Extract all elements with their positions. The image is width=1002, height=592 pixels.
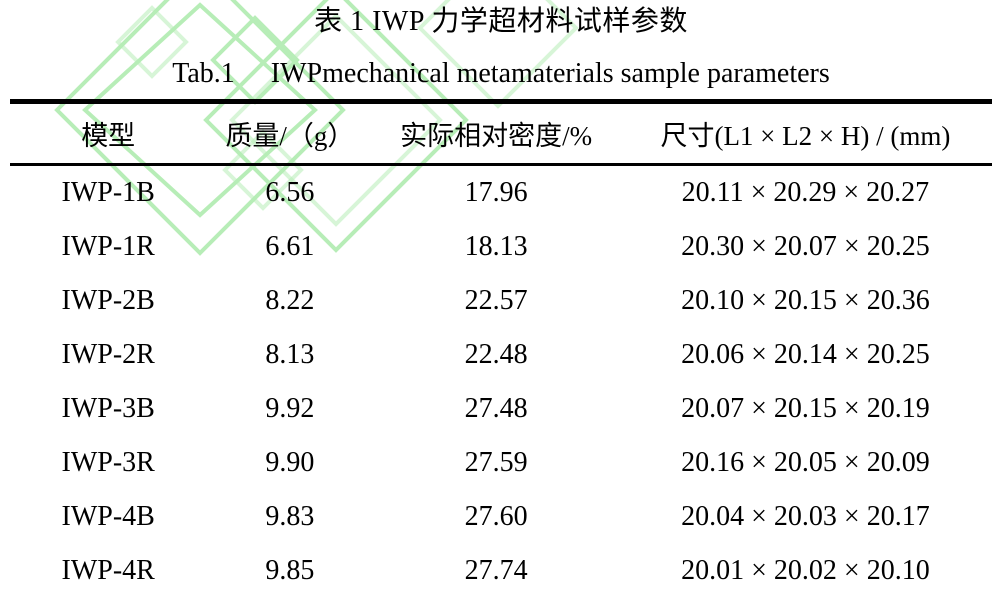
table-row: IWP-3R 9.90 27.59 20.16 × 20.05 × 20.09 <box>10 436 992 490</box>
table-cell-size: 20.04 × 20.03 × 20.17 <box>681 501 930 533</box>
table-cell-density: 27.59 <box>464 447 528 479</box>
table-cell-model: IWP-1B <box>61 177 155 209</box>
table-row: IWP-3B 9.92 27.48 20.07 × 20.15 × 20.19 <box>10 382 992 436</box>
table-cell-mass: 6.61 <box>265 231 315 263</box>
table-cell-model: IWP-1R <box>61 231 155 263</box>
table-cell-mass: 6.56 <box>265 177 315 209</box>
table-header-row: 模型 质量/（g） 实际相对密度/% 尺寸(L1 × L2 × H) / (mm… <box>10 101 992 167</box>
table-row: IWP-4R 9.85 27.74 20.01 × 20.02 × 20.10 <box>10 544 992 592</box>
table-caption-en: Tab.1 IWPmechanical metamaterials sample … <box>0 58 1002 90</box>
table-cell-mass: 9.85 <box>265 555 315 587</box>
table-cell-size: 20.16 × 20.05 × 20.09 <box>681 447 930 479</box>
table-cell-model: IWP-2B <box>61 285 155 317</box>
table-cell-size: 20.06 × 20.14 × 20.25 <box>681 339 930 371</box>
table-cell-mass: 9.92 <box>265 393 315 425</box>
table-row: IWP-2B 8.22 22.57 20.10 × 20.15 × 20.36 <box>10 274 992 328</box>
table-cell-density: 18.13 <box>464 231 528 263</box>
table-cell-mass: 8.13 <box>265 339 315 371</box>
col-header-model: 模型 <box>10 101 207 167</box>
table-cell-mass: 9.90 <box>265 447 315 479</box>
table-cell-density: 27.60 <box>464 501 528 533</box>
table-cell-size: 20.07 × 20.15 × 20.19 <box>681 393 930 425</box>
table-cell-model: IWP-3R <box>61 447 155 479</box>
table-cell-model: IWP-4R <box>61 555 155 587</box>
table-caption-zh: 表 1 IWP 力学超材料试样参数 <box>314 6 688 37</box>
col-header-size: 尺寸(L1 × L2 × H) / (mm) <box>618 101 992 167</box>
table-cell-density: 27.74 <box>464 555 528 587</box>
table-cell-density: 27.48 <box>464 393 528 425</box>
table-row: IWP-1B 6.56 17.96 20.11 × 20.29 × 20.27 <box>10 165 992 221</box>
table-row: IWP-2R 8.13 22.48 20.06 × 20.14 × 20.25 <box>10 328 992 382</box>
table-cell-density: 17.96 <box>464 177 528 209</box>
table-cell-mass: 8.22 <box>265 285 315 317</box>
col-header-mass: 质量/（g） <box>206 101 374 167</box>
table-caption-en-label: Tab.1 <box>172 58 235 90</box>
table-cell-size: 20.01 × 20.02 × 20.10 <box>681 555 930 587</box>
table-cell-model: IWP-4B <box>61 501 155 533</box>
table-cell-model: IWP-2R <box>61 339 155 371</box>
table-cell-density: 22.57 <box>464 285 528 317</box>
table-cell-mass: 9.83 <box>265 501 315 533</box>
table-cell-density: 22.48 <box>464 339 528 371</box>
table-caption-en-text: IWPmechanical metamaterials sample param… <box>270 58 830 90</box>
table-cell-model: IWP-3B <box>61 393 155 425</box>
table-body: IWP-1B 6.56 17.96 20.11 × 20.29 × 20.27 … <box>10 165 992 592</box>
parameters-table: 模型 质量/（g） 实际相对密度/% 尺寸(L1 × L2 × H) / (mm… <box>10 99 992 592</box>
table-cell-size: 20.30 × 20.07 × 20.25 <box>681 231 930 263</box>
table-cell-size: 20.11 × 20.29 × 20.27 <box>681 177 930 209</box>
table-cell-size: 20.10 × 20.15 × 20.36 <box>681 285 930 317</box>
col-header-density: 实际相对密度/% <box>373 101 619 167</box>
table-row: IWP-1R 6.61 18.13 20.30 × 20.07 × 20.25 <box>10 220 992 274</box>
table-row: IWP-4B 9.83 27.60 20.04 × 20.03 × 20.17 <box>10 490 992 544</box>
